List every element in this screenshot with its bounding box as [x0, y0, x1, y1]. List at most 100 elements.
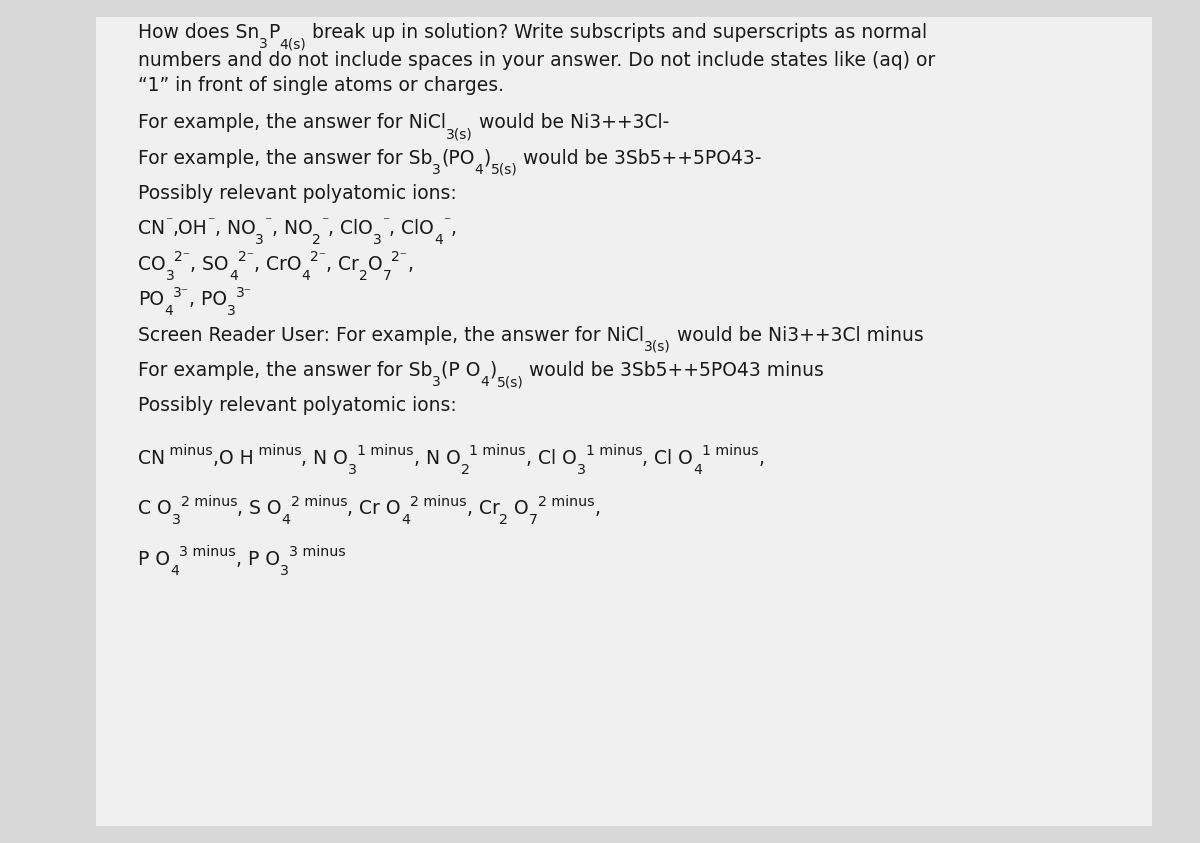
Text: would be 3Sb5++5PO43 minus: would be 3Sb5++5PO43 minus: [523, 361, 824, 380]
Text: 4: 4: [480, 375, 490, 389]
Text: , ClO: , ClO: [389, 219, 434, 239]
Text: 3: 3: [256, 234, 264, 248]
Text: 2⁻: 2⁻: [391, 250, 407, 265]
Text: 7: 7: [383, 269, 391, 283]
Text: ): ): [490, 361, 497, 380]
Text: break up in solution? Write subscripts and superscripts as normal: break up in solution? Write subscripts a…: [306, 23, 928, 42]
Text: 3: 3: [577, 463, 586, 477]
Text: 5(s): 5(s): [491, 163, 517, 177]
Text: numbers and do not include spaces in your answer. Do not include states like (aq: numbers and do not include spaces in you…: [138, 51, 935, 70]
Text: 3: 3: [259, 37, 268, 51]
Text: 3: 3: [280, 564, 289, 578]
Text: , P O: , P O: [235, 550, 280, 569]
Text: 3⁻: 3⁻: [235, 286, 252, 300]
Text: (P O: (P O: [442, 361, 480, 380]
Text: , N O: , N O: [414, 448, 461, 468]
Text: , Cr: , Cr: [326, 255, 359, 274]
Text: would be Ni3++3Cl-: would be Ni3++3Cl-: [473, 113, 670, 132]
Text: ,: ,: [594, 499, 600, 518]
Text: CN: CN: [138, 448, 166, 468]
Text: , NO: , NO: [271, 219, 312, 239]
Text: 3 minus: 3 minus: [289, 545, 346, 560]
Text: O: O: [368, 255, 383, 274]
Text: ⁻: ⁻: [166, 215, 173, 229]
Text: 1 minus: 1 minus: [702, 444, 758, 459]
Text: Possibly relevant polyatomic ions:: Possibly relevant polyatomic ions:: [138, 396, 457, 416]
Text: ⁻: ⁻: [382, 215, 389, 229]
Text: 7: 7: [529, 513, 538, 528]
Text: For example, the answer for Sb: For example, the answer for Sb: [138, 148, 432, 168]
Text: 2: 2: [461, 463, 469, 477]
Text: CN: CN: [138, 219, 166, 239]
Text: 3: 3: [227, 304, 235, 319]
Text: PO: PO: [138, 290, 164, 309]
Text: 2: 2: [499, 513, 509, 528]
Text: 4: 4: [474, 163, 484, 177]
Text: 1 minus: 1 minus: [469, 444, 526, 459]
Text: For example, the answer for Sb: For example, the answer for Sb: [138, 361, 432, 380]
Text: ,: ,: [407, 255, 413, 274]
Text: For example, the answer for NiCl: For example, the answer for NiCl: [138, 113, 446, 132]
Text: 2: 2: [312, 234, 322, 248]
Text: “1” in front of single atoms or charges.: “1” in front of single atoms or charges.: [138, 76, 504, 95]
Text: , CrO: , CrO: [254, 255, 301, 274]
Text: would be 3Sb5++5PO43-: would be 3Sb5++5PO43-: [517, 148, 762, 168]
Text: 1 minus: 1 minus: [358, 444, 414, 459]
Text: 3: 3: [172, 513, 181, 528]
Text: ⁻: ⁻: [320, 215, 329, 229]
Text: ⁻: ⁻: [443, 215, 450, 229]
Text: ⁻: ⁻: [208, 215, 215, 229]
Text: 3⁻: 3⁻: [173, 286, 188, 300]
Text: 3(s): 3(s): [644, 340, 671, 354]
Text: , SO: , SO: [191, 255, 229, 274]
Text: , N O: , N O: [301, 448, 348, 468]
Text: 4: 4: [164, 304, 173, 319]
Text: , S O: , S O: [238, 499, 282, 518]
Text: 2 minus: 2 minus: [538, 495, 594, 509]
Text: 3(s): 3(s): [446, 127, 473, 142]
Text: 4: 4: [229, 269, 238, 283]
Text: CO: CO: [138, 255, 166, 274]
Text: 4: 4: [401, 513, 410, 528]
Text: 3: 3: [432, 163, 442, 177]
Text: 3: 3: [166, 269, 174, 283]
Text: , Cl O: , Cl O: [526, 448, 577, 468]
Text: (PO: (PO: [442, 148, 474, 168]
Text: C O: C O: [138, 499, 172, 518]
Text: 3: 3: [432, 375, 442, 389]
Text: , Cr O: , Cr O: [347, 499, 401, 518]
Text: 3: 3: [373, 234, 382, 248]
Text: 4: 4: [301, 269, 310, 283]
Text: How does Sn: How does Sn: [138, 23, 259, 42]
Text: , PO: , PO: [188, 290, 227, 309]
Text: , Cr: , Cr: [467, 499, 499, 518]
Text: P O: P O: [138, 550, 170, 569]
Text: 4: 4: [282, 513, 290, 528]
Text: 5(s): 5(s): [497, 375, 523, 389]
Text: 4(s): 4(s): [280, 37, 306, 51]
Text: , NO: , NO: [215, 219, 256, 239]
Text: 4: 4: [170, 564, 179, 578]
Text: 2 minus: 2 minus: [290, 495, 347, 509]
Text: Screen Reader User: For example, the answer for NiCl: Screen Reader User: For example, the ans…: [138, 325, 644, 345]
Text: 1 minus: 1 minus: [586, 444, 642, 459]
Text: 2⁻: 2⁻: [310, 250, 326, 265]
Text: ,OH: ,OH: [173, 219, 208, 239]
Text: P: P: [268, 23, 280, 42]
Text: ⁻: ⁻: [264, 215, 271, 229]
Text: 4: 4: [434, 234, 443, 248]
Text: 2 minus: 2 minus: [410, 495, 467, 509]
Text: ): ): [484, 148, 491, 168]
Text: , Cl O: , Cl O: [642, 448, 694, 468]
Text: 2⁻: 2⁻: [174, 250, 191, 265]
Text: 4: 4: [694, 463, 702, 477]
Text: minus: minus: [166, 444, 212, 459]
Text: 3 minus: 3 minus: [179, 545, 235, 560]
Text: , ClO: , ClO: [329, 219, 373, 239]
Text: minus: minus: [253, 444, 301, 459]
Text: ,: ,: [450, 219, 456, 239]
Text: would be Ni3++3Cl minus: would be Ni3++3Cl minus: [671, 325, 924, 345]
Text: 3: 3: [348, 463, 358, 477]
Text: 2 minus: 2 minus: [181, 495, 238, 509]
Bar: [96, 17, 1152, 826]
